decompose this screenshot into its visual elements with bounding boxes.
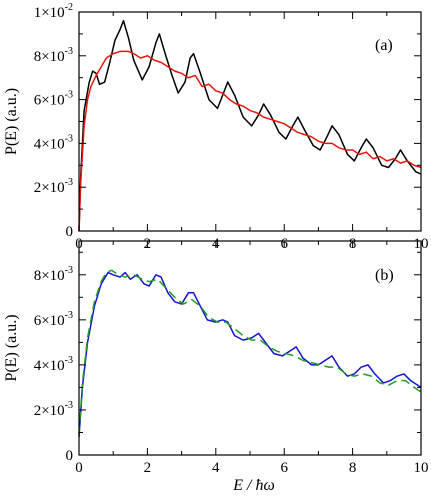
y-tick-label: 2×10-3 — [34, 177, 73, 196]
x-tick-label: 10 — [414, 460, 429, 476]
y-tick-label: 0 — [66, 224, 74, 240]
panel-label: (b) — [375, 267, 394, 284]
x-axis-label: E / ħω — [232, 477, 275, 494]
panel-a: 024681002×10-34×10-36×10-38×10-31×10-2(a… — [3, 2, 429, 252]
x-tick-label: 6 — [280, 460, 288, 476]
series-line-1 — [78, 271, 422, 438]
y-tick-label: 6×10-3 — [34, 310, 73, 329]
series-line-2 — [78, 50, 422, 232]
y-tick-label: 0 — [66, 448, 74, 464]
y-tick-label: 8×10-3 — [34, 265, 73, 284]
y-axis-label: P(E) (a.u.) — [3, 88, 20, 155]
x-tick-label: 8 — [349, 460, 357, 476]
series-line-2 — [78, 269, 422, 435]
y-axis-label: P(E) (a.u.) — [3, 314, 20, 381]
y-tick-label: 2×10-3 — [34, 400, 73, 419]
y-tick-label: 4×10-3 — [34, 133, 73, 152]
x-tick-label: 0 — [75, 460, 83, 476]
x-tick-label: 2 — [144, 460, 152, 476]
series-line-1 — [78, 20, 422, 232]
x-tick-label: 4 — [212, 460, 220, 476]
y-tick-label: 6×10-3 — [34, 90, 73, 109]
y-tick-label: 4×10-3 — [34, 355, 73, 374]
panel-label: (a) — [375, 37, 393, 54]
y-tick-label: 1×10-2 — [34, 2, 73, 21]
y-tick-label: 8×10-3 — [34, 46, 73, 65]
plot-frame — [78, 240, 422, 456]
panel-b: 0 2 4 6 8 10 0 2×10-3 4×10-3 6×10-3 8×10-3 (b) P(E) … — [3, 240, 429, 476]
